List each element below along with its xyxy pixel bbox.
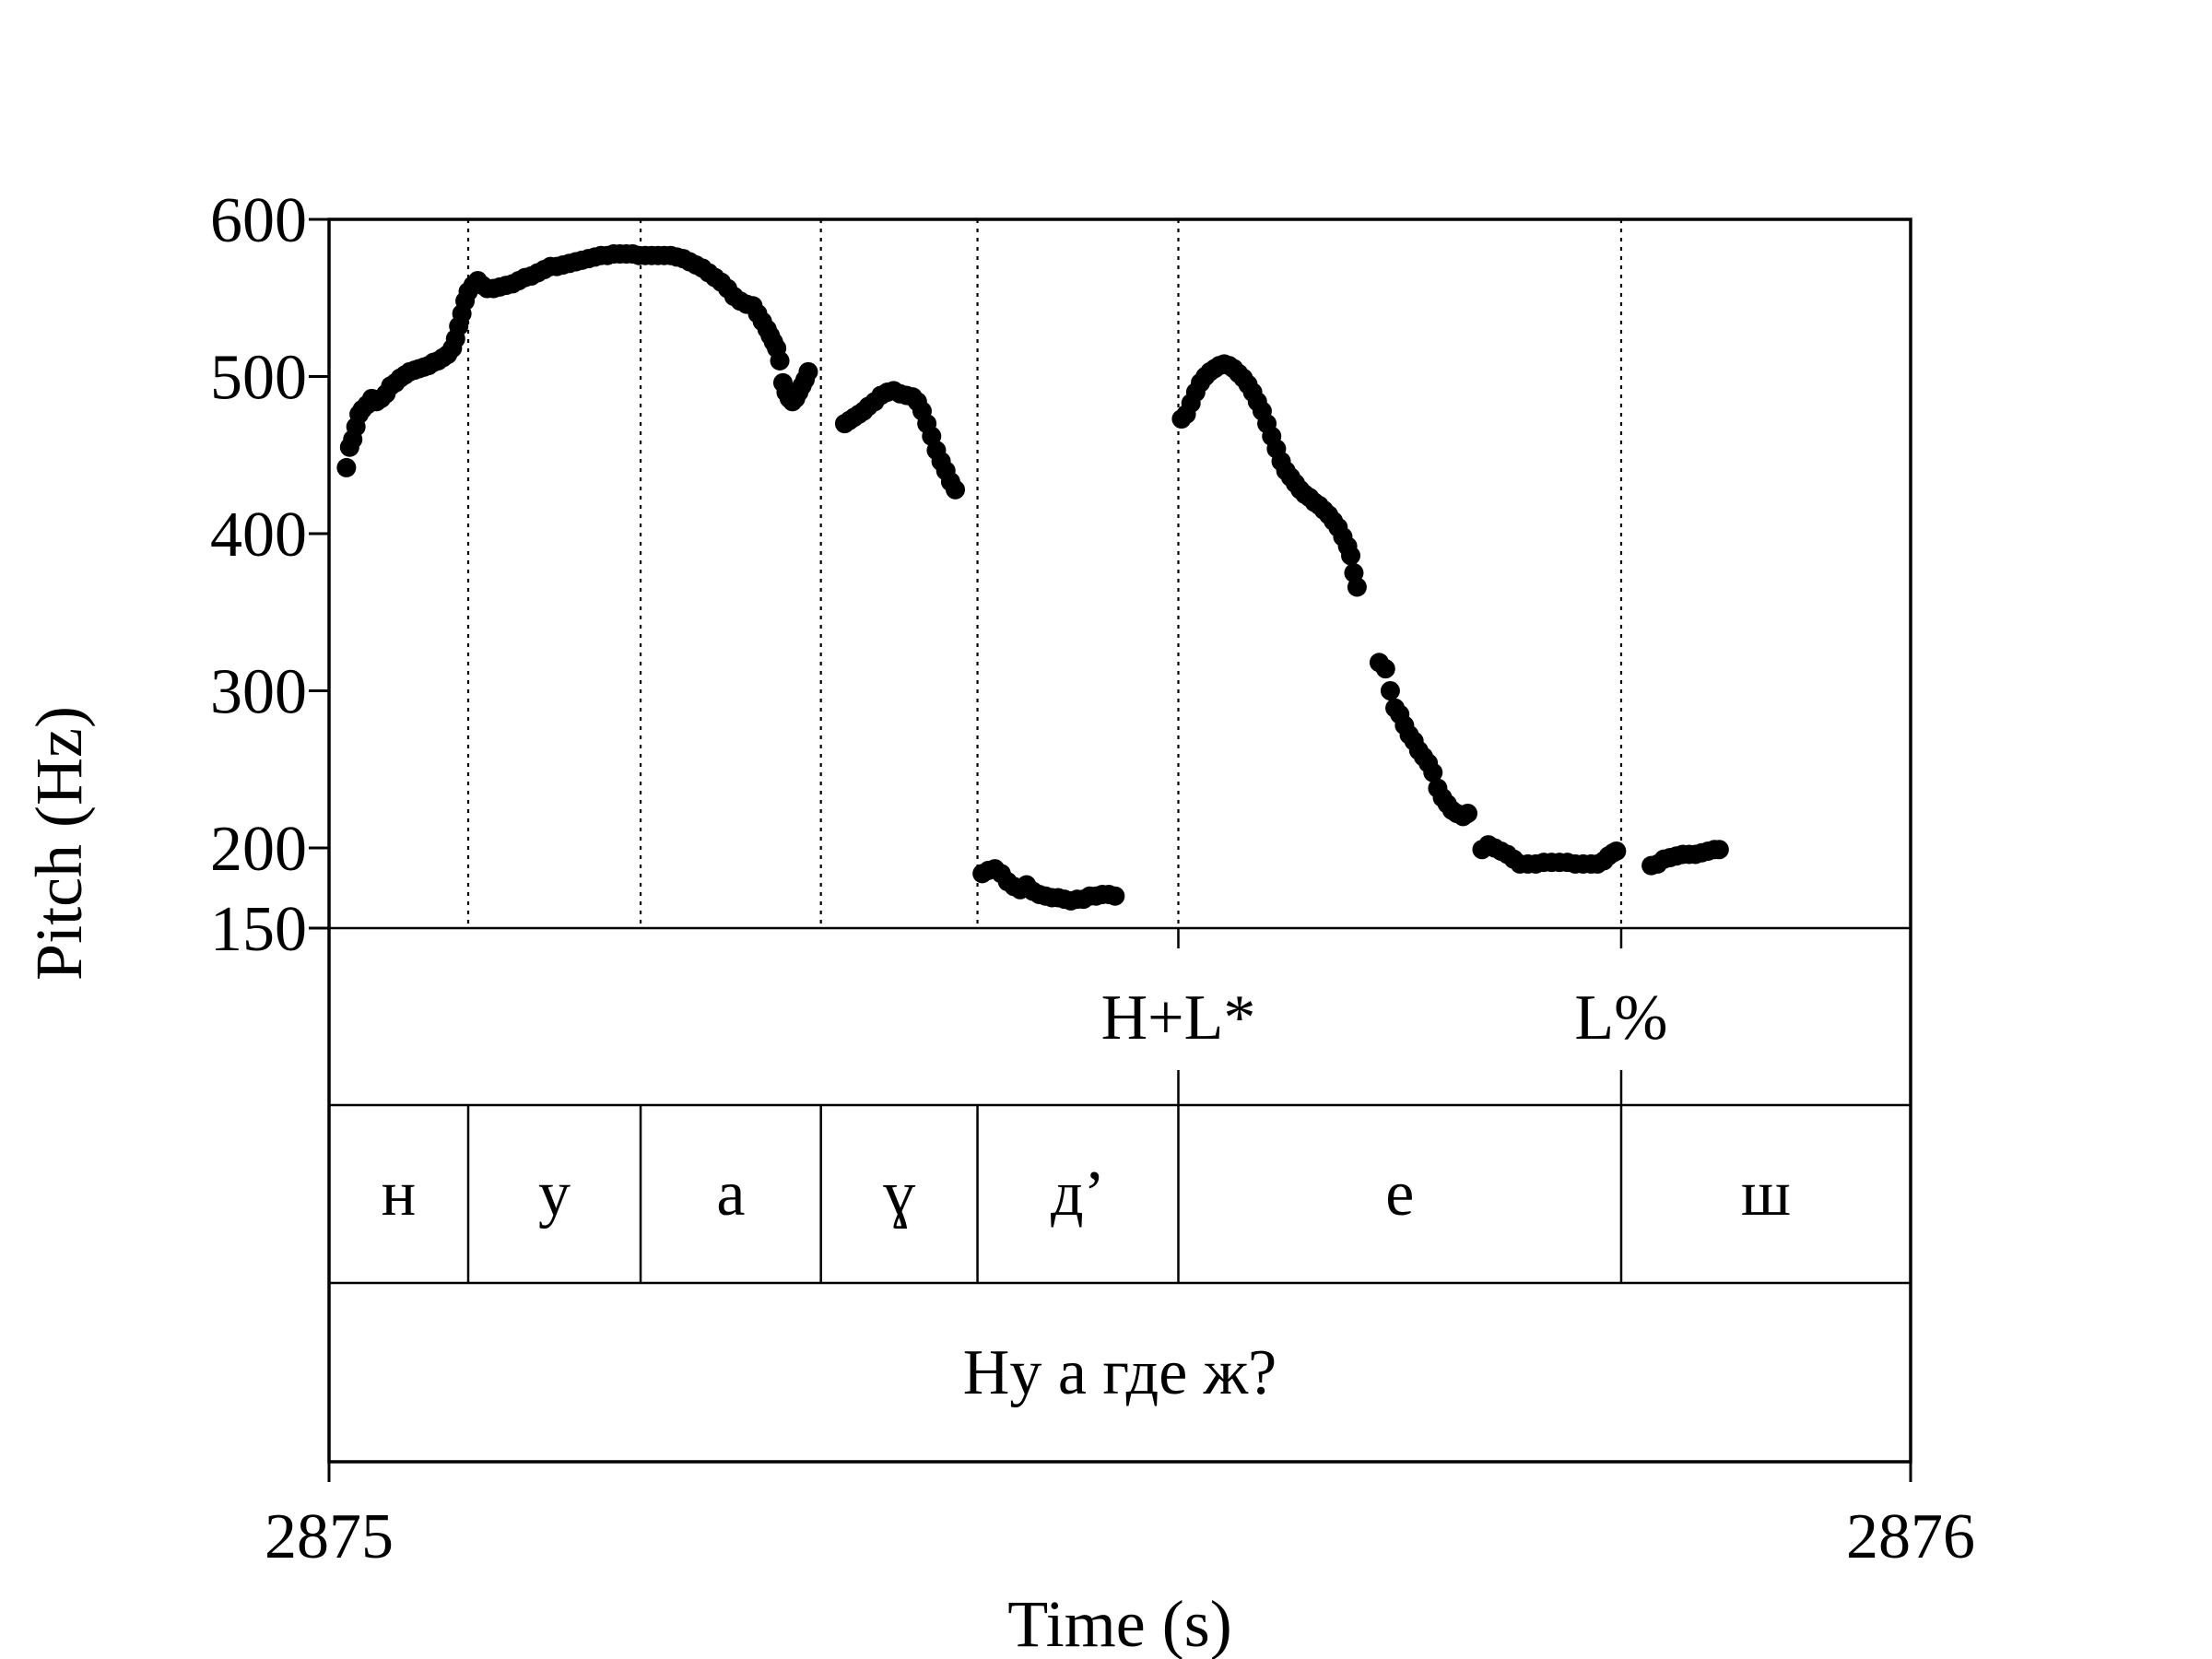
y-tick-label: 150 bbox=[210, 894, 307, 965]
segment-label: ɣ bbox=[883, 1159, 915, 1230]
segment-label: н bbox=[382, 1159, 416, 1230]
y-tick-label: 600 bbox=[210, 185, 307, 256]
pitch-point bbox=[1341, 546, 1361, 566]
x-tick-label-start: 2875 bbox=[265, 1501, 394, 1572]
pitch-point bbox=[946, 479, 966, 500]
x-axis-label: Time (s) bbox=[1007, 1587, 1231, 1659]
y-tick-label: 400 bbox=[210, 500, 307, 571]
pitch-point bbox=[1458, 803, 1478, 823]
pitch-point bbox=[1423, 762, 1443, 782]
pitch-point bbox=[1105, 886, 1125, 906]
utterance-text: Ну а где ж? bbox=[963, 1337, 1277, 1408]
plot-frame bbox=[327, 218, 1912, 1464]
y-axis: 150 200 300 400 500 600 bbox=[210, 185, 329, 965]
pitch-point bbox=[1380, 681, 1400, 700]
segment-label: ш bbox=[1741, 1159, 1791, 1230]
y-tick-label: 500 bbox=[210, 343, 307, 414]
pitch-point bbox=[798, 361, 818, 382]
y-tick-label: 300 bbox=[210, 657, 307, 728]
segment-boundaries bbox=[466, 219, 1623, 1283]
segment-label: а bbox=[716, 1159, 745, 1230]
y-tick-label: 200 bbox=[210, 814, 307, 885]
pitch-point bbox=[1606, 841, 1627, 861]
pitch-point bbox=[770, 350, 790, 371]
tone-tier: H+L* L% bbox=[1101, 928, 1668, 1105]
pitch-track bbox=[336, 244, 1729, 911]
pitch-point bbox=[1375, 659, 1395, 679]
pitch-point bbox=[336, 457, 357, 477]
tone-label: H+L* bbox=[1101, 982, 1256, 1053]
x-axis: 2875 2876 bbox=[265, 1462, 1975, 1572]
segment-label: д’ bbox=[1051, 1159, 1105, 1230]
segment-label: е bbox=[1385, 1159, 1414, 1230]
x-tick-label-end: 2876 bbox=[1846, 1501, 1975, 1572]
pitch-point bbox=[1347, 577, 1367, 597]
segment-label: у bbox=[538, 1159, 571, 1230]
y-axis-label: Pitch (Hz) bbox=[22, 706, 96, 981]
segment-tier: н у а ɣ д’ е ш bbox=[382, 1159, 1791, 1230]
pitch-point bbox=[1709, 840, 1729, 860]
tone-label: L% bbox=[1574, 982, 1667, 1053]
